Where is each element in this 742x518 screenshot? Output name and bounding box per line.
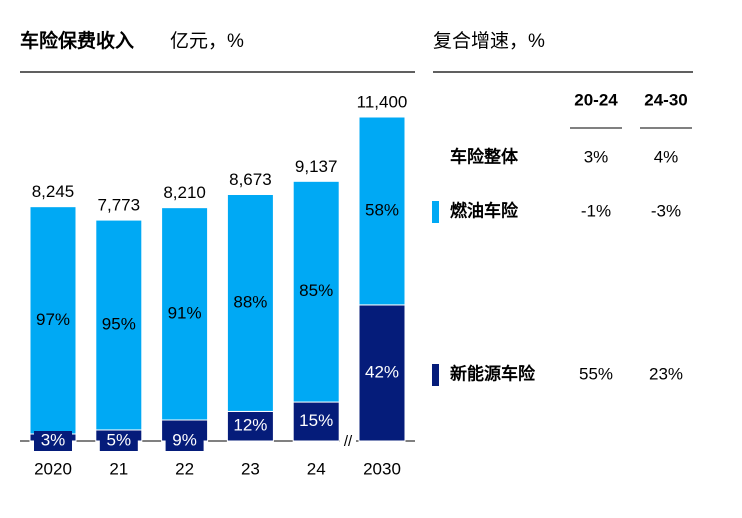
column-header: 24-30 [644, 90, 687, 109]
bar-segment [292, 180, 340, 403]
x-tick-label: 24 [307, 459, 326, 478]
cagr-value: -3% [651, 201, 681, 220]
cagr-value: -1% [581, 201, 611, 220]
total-label: 11,400 [357, 92, 408, 111]
legend-swatch [432, 364, 439, 386]
label-box [165, 431, 204, 451]
row-label: 车险整体 [450, 146, 519, 166]
cagr-value: 55% [579, 364, 613, 383]
bar-segment [95, 219, 143, 431]
bar-segment [226, 194, 274, 412]
bar-segment [29, 206, 77, 435]
total-label: 8,210 [163, 183, 206, 202]
row-label: 燃油车险 [450, 200, 519, 220]
total-label: 8,245 [32, 182, 75, 201]
axis-break-gap [340, 430, 356, 450]
cagr-title: 复合增速，% [433, 30, 545, 52]
segment-label: 5% [107, 430, 132, 449]
cagr-value: 4% [654, 147, 679, 166]
segment-label: 58% [365, 200, 399, 219]
chart-title: 车险保费收入 [20, 29, 134, 52]
cagr-value: 23% [649, 364, 683, 383]
total-label: 8,673 [229, 170, 272, 189]
bar-segment [292, 401, 340, 442]
bar-segment [161, 207, 209, 421]
segment-label: 9% [172, 430, 197, 449]
x-tick-label: 2020 [34, 459, 72, 478]
label-box [34, 431, 72, 451]
segment-label: 3% [41, 430, 66, 449]
bar-segment [358, 304, 406, 442]
x-tick-label: 2030 [363, 459, 401, 478]
segment-label: 42% [365, 362, 399, 381]
total-label: 7,773 [98, 196, 141, 215]
segment-label: 97% [36, 310, 70, 329]
x-tick-label: 22 [175, 459, 194, 478]
chart-unit: 亿元，% [170, 30, 244, 52]
total-label: 9,137 [295, 157, 338, 176]
bar-segment [226, 410, 274, 442]
segment-label: 91% [168, 303, 202, 322]
segment-label: 15% [299, 411, 333, 430]
axis-break: // [344, 433, 353, 450]
segment-label: 12% [233, 416, 267, 435]
x-tick-label: 23 [241, 459, 260, 478]
row-label: 新能源车险 [450, 363, 536, 383]
label-box [99, 431, 138, 451]
segment-label: 88% [233, 292, 267, 311]
segment-label: 95% [102, 315, 136, 334]
bar-segment [358, 116, 406, 306]
segment-label: 85% [299, 281, 333, 300]
x-tick-label: 21 [109, 459, 128, 478]
legend-swatch [432, 201, 439, 223]
column-header: 20-24 [574, 90, 618, 109]
cagr-value: 3% [584, 147, 609, 166]
